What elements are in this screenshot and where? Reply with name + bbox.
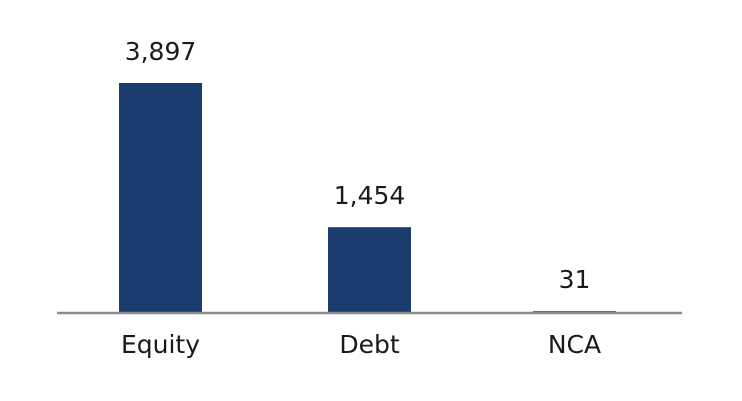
bar: [119, 83, 202, 313]
value-label: 3,897: [125, 37, 197, 66]
x-tick-label: NCA: [548, 330, 601, 359]
x-tick-label: Debt: [339, 330, 400, 359]
value-label: 1,454: [334, 181, 406, 210]
value-label: 31: [559, 265, 591, 294]
x-tick-label: Equity: [121, 330, 200, 359]
bar: [328, 227, 411, 313]
